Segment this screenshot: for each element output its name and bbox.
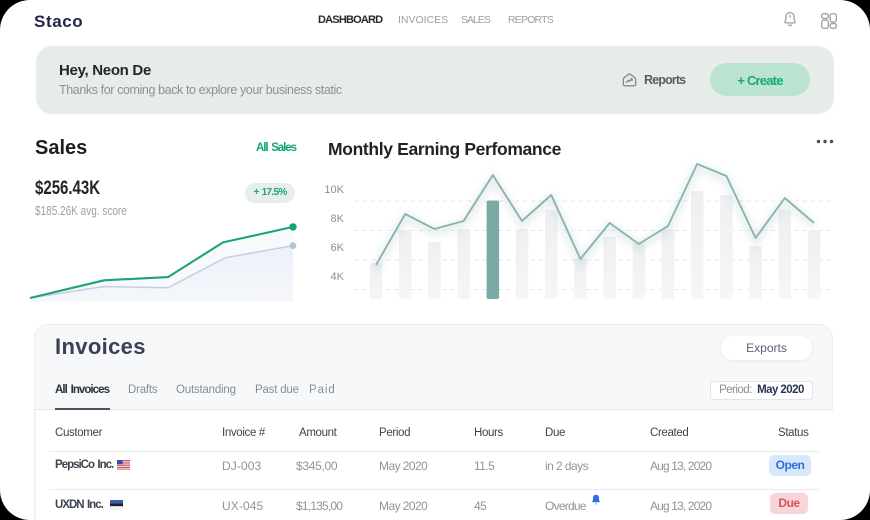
- svg-text:8K: 8K: [331, 213, 345, 225]
- svg-text:10K: 10K: [324, 184, 344, 196]
- svg-text:6K: 6K: [331, 242, 345, 254]
- svg-text:4K: 4K: [331, 271, 345, 283]
